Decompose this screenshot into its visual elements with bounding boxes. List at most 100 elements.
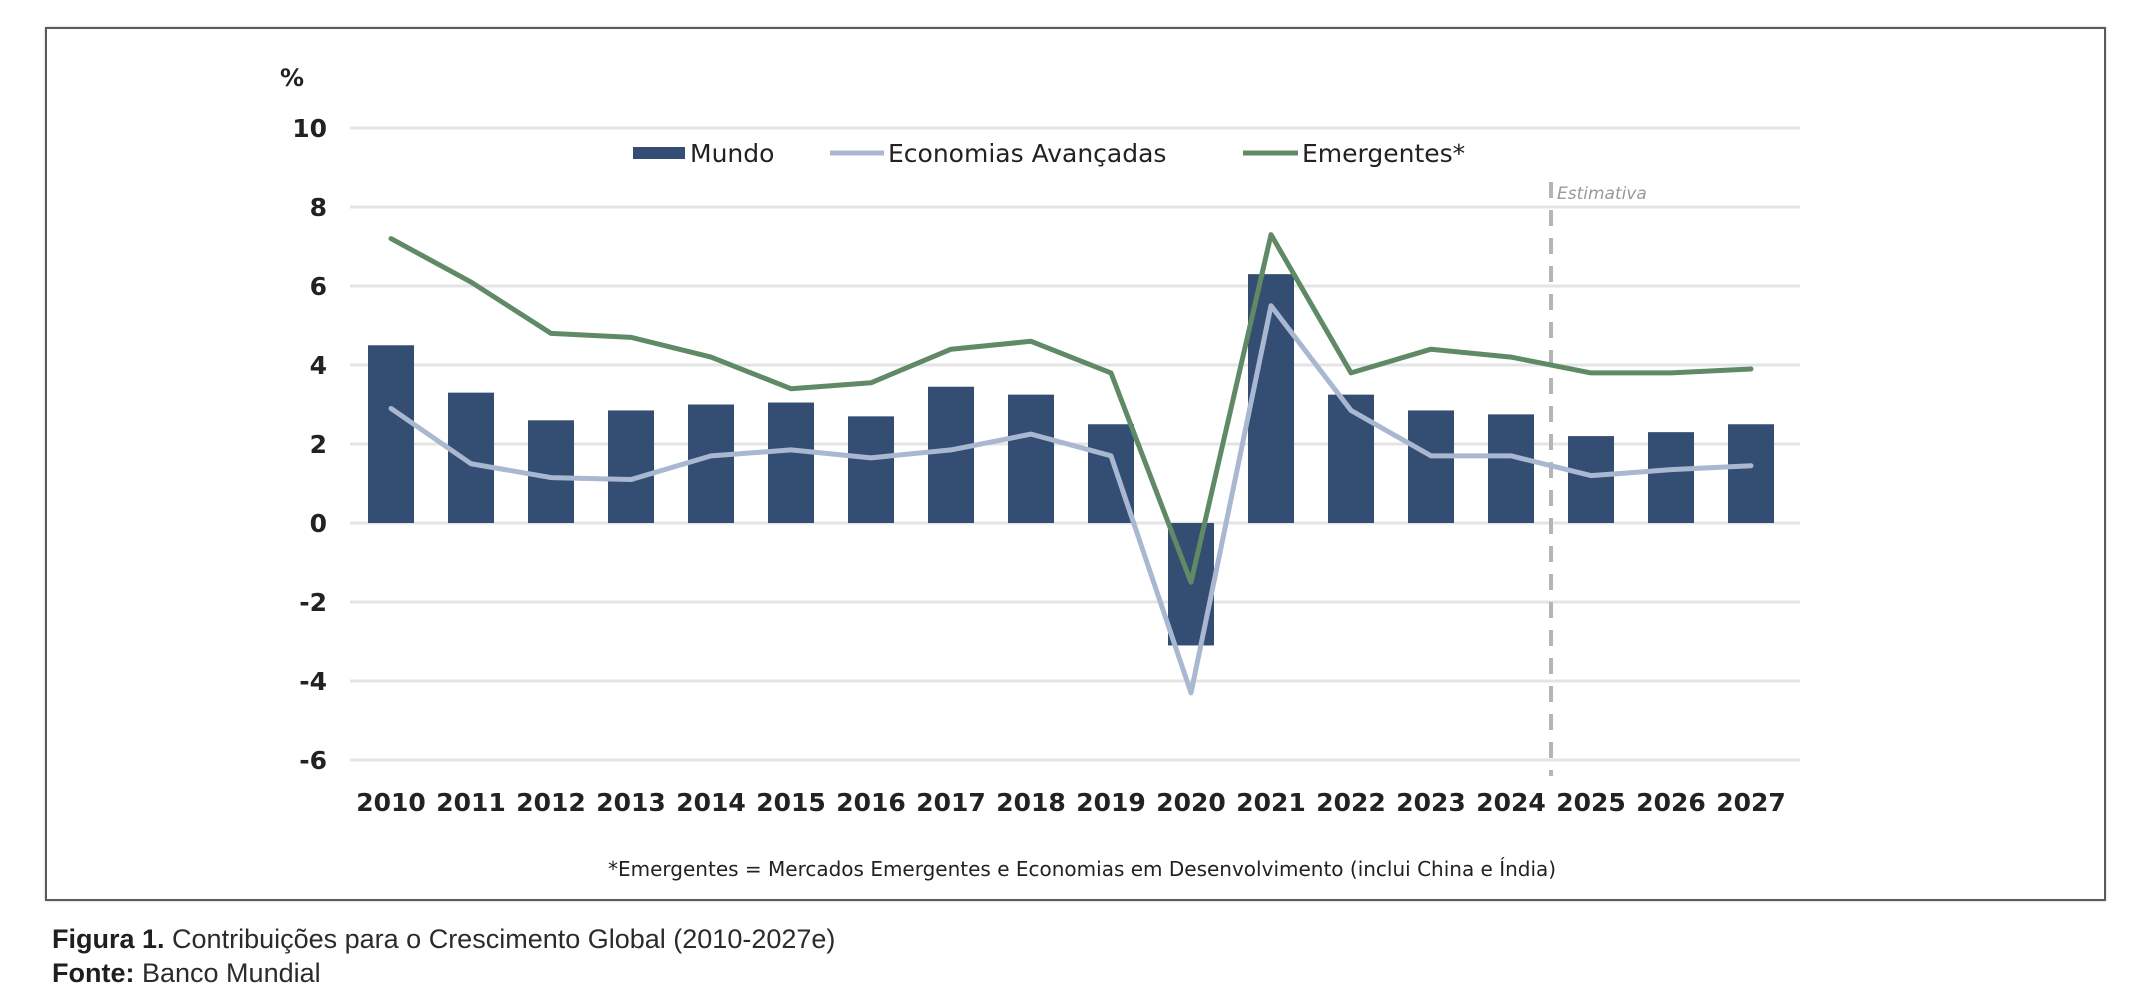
point-economias-avancadas-2019 [1110,455,1112,457]
point-economias-avancadas-2027 [1750,465,1752,467]
x-tick-label: 2021 [1236,788,1306,817]
point-emergentes-2027 [1750,368,1752,370]
figure-source: Fonte: Banco Mundial [52,958,321,989]
point-economias-avancadas-2023 [1430,455,1432,457]
point-emergentes-2022 [1350,372,1352,374]
bar-mundo-2023 [1408,410,1454,523]
bar-mundo-2013 [608,410,654,523]
bar-mundo-2011 [448,392,494,523]
figure-title: Contribuições para o Crescimento Global … [172,924,836,954]
lines [388,232,1754,696]
x-tick-label: 2022 [1316,788,1386,817]
y-tick-label: 8 [310,193,327,222]
point-economias-avancadas-2018 [1030,433,1032,435]
x-tick-label: 2012 [516,788,586,817]
x-tick-label: 2019 [1076,788,1146,817]
bar-mundo-2010 [368,345,414,523]
source-label: Fonte: [52,958,135,988]
point-emergentes-2023 [1430,348,1432,350]
bar-mundo-2026 [1648,432,1694,523]
x-tick-label: 2011 [436,788,506,817]
bar-mundo-2018 [1008,394,1054,523]
point-economias-avancadas-2011 [470,463,472,465]
bar-mundo-2022 [1328,394,1374,523]
x-axis-ticks: 2010 2011 2012 2013 2014 2015 2016 2017 2018 2019… [356,788,1786,817]
legend-label-emergentes: Emergentes* [1302,139,1465,168]
point-emergentes-2017 [950,348,952,350]
y-tick-label: -2 [299,588,327,617]
point-emergentes-2021 [1270,234,1272,236]
point-emergentes-2019 [1110,372,1112,374]
legend: Mundo Economias Avançadas Emergentes* [633,139,1465,168]
bar-mundo-2025 [1568,436,1614,523]
y-axis-ticks: 10 8 6 4 2 0 -2 -4 -6 [292,114,327,775]
x-tick-label: 2018 [996,788,1066,817]
point-economias-avancadas-2021 [1270,305,1272,307]
point-emergentes-2013 [630,336,632,338]
x-tick-label: 2017 [916,788,986,817]
point-emergentes-2018 [1030,340,1032,342]
point-economias-avancadas-2025 [1590,475,1592,477]
point-emergentes-2016 [870,382,872,384]
x-tick-label: 2026 [1636,788,1706,817]
point-economias-avancadas-2026 [1670,469,1672,471]
point-emergentes-2014 [710,356,712,358]
x-tick-label: 2013 [596,788,666,817]
point-economias-avancadas-2020 [1190,692,1192,694]
bar-mundo-2017 [928,386,974,523]
line-emergentes [388,232,1754,585]
point-emergentes-2015 [790,388,792,390]
point-economias-avancadas-2022 [1350,409,1352,411]
x-tick-label: 2016 [836,788,906,817]
line-economias-avancadas [388,303,1754,696]
point-emergentes-2025 [1590,372,1592,374]
y-tick-label: 10 [292,114,327,143]
point-economias-avancadas-2015 [790,449,792,451]
bars-mundo [368,274,1774,646]
x-tick-label: 2020 [1156,788,1226,817]
source-value: Banco Mundial [142,958,321,988]
x-tick-label: 2025 [1556,788,1626,817]
point-economias-avancadas-2017 [950,449,952,451]
point-economias-avancadas-2024 [1510,455,1512,457]
y-tick-label: 4 [310,351,327,380]
point-economias-avancadas-2012 [550,477,552,479]
x-tick-label: 2010 [356,788,426,817]
figure-caption: Figura 1. Contribuições para o Crescimen… [52,924,835,955]
x-tick-label: 2015 [756,788,826,817]
point-economias-avancadas-2013 [630,479,632,481]
figure-label: Figura 1. [52,924,165,954]
point-emergentes-2024 [1510,356,1512,358]
point-emergentes-2012 [550,332,552,334]
point-economias-avancadas-2010 [390,407,392,409]
bar-mundo-2015 [768,402,814,523]
bar-mundo-2016 [848,416,894,523]
legend-swatch-mundo [633,147,685,159]
legend-label-avancadas: Economias Avançadas [888,139,1166,168]
y-tick-label: -4 [299,667,327,696]
point-economias-avancadas-2014 [710,455,712,457]
point-economias-avancadas-2016 [870,457,872,459]
point-emergentes-2011 [470,281,472,283]
x-tick-label: 2027 [1716,788,1786,817]
x-tick-label: 2014 [676,788,746,817]
x-tick-label: 2023 [1396,788,1466,817]
point-emergentes-2010 [390,238,392,240]
chart-footnote: *Emergentes = Mercados Emergentes e Econ… [608,857,1556,881]
y-axis-label: % [280,64,304,92]
x-tick-label: 2024 [1476,788,1546,817]
legend-label-mundo: Mundo [690,139,774,168]
y-tick-label: 2 [310,430,327,459]
bar-mundo-2012 [528,420,574,523]
y-tick-label: 6 [310,272,327,301]
bar-mundo-2014 [688,404,734,523]
y-tick-label: -6 [299,746,327,775]
point-emergentes-2026 [1670,372,1672,374]
chart-frame [45,27,2106,901]
y-tick-label: 0 [310,509,327,538]
bar-mundo-2024 [1488,414,1534,523]
estimate-marker: Estimativa [1549,182,1647,776]
bar-mundo-2027 [1728,424,1774,523]
estimate-label: Estimativa [1557,184,1647,204]
